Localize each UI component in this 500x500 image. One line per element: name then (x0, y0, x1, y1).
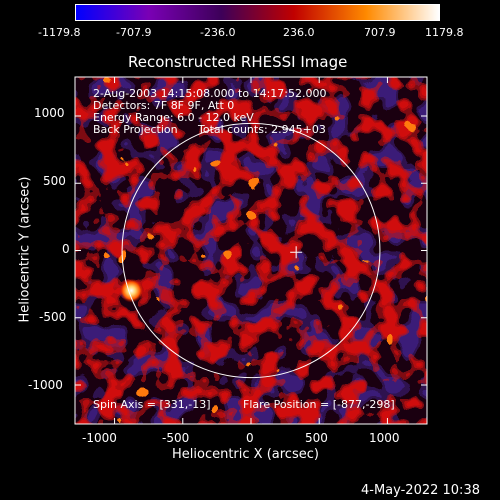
total-counts-text: Total counts: 2.945+03 (198, 123, 326, 136)
flare-position-text: Flare Position = [-877,-298] (243, 398, 395, 411)
y-tick-label: -500 (39, 310, 67, 324)
x-axis-title: Heliocentric X (arcsec) (172, 447, 319, 462)
y-tick-label: 500 (43, 174, 66, 188)
plot-title: Reconstructed RHESSI Image (128, 53, 348, 71)
axis-ticks (75, 77, 427, 424)
overlay-layer (119, 122, 381, 379)
energy-range-text: Energy Range: 6.0 - 12.0 keV (93, 111, 254, 124)
y-axis-title: Heliocentric Y (arcsec) (17, 176, 33, 323)
x-tick-label: -500 (162, 431, 190, 445)
detectors-text: Detectors: 7F 8F 9F, Att 0 (93, 99, 235, 112)
x-tick-label: 1000 (369, 431, 400, 445)
colorbar-tick-label: -236.0 (200, 26, 236, 39)
y-tick-label: 1000 (34, 106, 65, 120)
y-tick-label: -1000 (28, 378, 63, 392)
image-field (75, 77, 427, 424)
colorbar-tick-label: -1179.8 (38, 26, 81, 39)
colorbar-tick-label: 707.9 (364, 26, 396, 39)
x-tick-label: 0 (246, 431, 254, 445)
colorbar (75, 4, 440, 21)
method-text: Back Projection (93, 123, 178, 136)
x-tick-label: -1000 (82, 431, 117, 445)
solar-limb-circle (121, 122, 381, 379)
colorbar-tick-label: 236.0 (283, 26, 315, 39)
colorbar-tick-label: 1179.8 (425, 26, 464, 39)
spin-axis-text: Spin Axis = [331,-13] (93, 398, 211, 411)
y-tick-label: 0 (62, 242, 70, 256)
colorbar-tick-label: -707.9 (116, 26, 152, 39)
timestamp: 4-May-2022 10:38 (361, 483, 480, 498)
flare-source-spot (119, 278, 144, 303)
x-tick-label: 500 (305, 431, 328, 445)
time-range-text: 2-Aug-2003 14:15:08.000 to 14:17:52.000 (93, 87, 327, 100)
